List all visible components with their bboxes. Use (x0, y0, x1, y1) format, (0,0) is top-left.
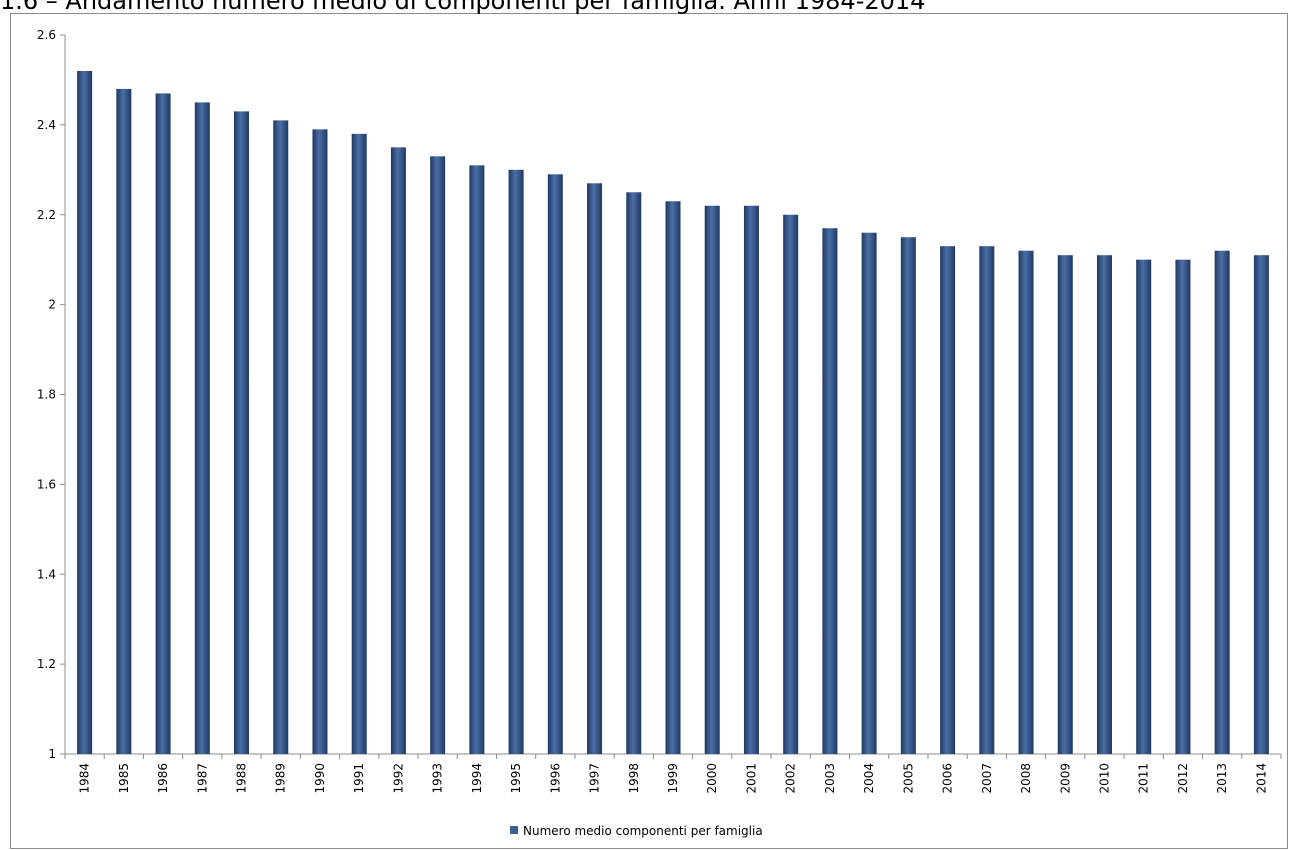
y-tick-label: 1 (48, 747, 56, 761)
x-tick-label: 1992 (391, 763, 405, 794)
bar-2009 (1057, 255, 1073, 754)
bar-2004 (861, 232, 877, 755)
x-tick-label: 1993 (431, 763, 445, 794)
bar-2005 (900, 237, 916, 754)
x-tick-label: 2014 (1254, 763, 1268, 794)
x-tick-label: 1997 (588, 763, 602, 794)
x-tick-label: 1998 (627, 763, 641, 794)
bar-1992 (390, 147, 406, 754)
x-tick-label: 2000 (705, 763, 719, 794)
x-tick-label: 1989 (274, 763, 288, 794)
bar-2010 (1096, 255, 1112, 754)
x-tick-label: 2009 (1058, 763, 1072, 794)
x-tick-label: 2002 (784, 763, 798, 794)
bar-2006 (940, 246, 956, 755)
bar-1987 (194, 102, 210, 754)
x-axis: 1984 1985 1986 1987 1988 1989 1990 1991 1992 1993… (64, 753, 1282, 794)
x-tick-label: 1995 (509, 763, 523, 794)
bar-1993 (430, 156, 446, 755)
x-tick-label: 1984 (78, 763, 92, 794)
bar-2014 (1253, 255, 1269, 754)
bar-1999 (665, 201, 681, 755)
legend-label: Numero medio componenti per famiglia (523, 824, 763, 838)
x-tick-label: 2008 (1019, 763, 1033, 794)
y-tick-label: 1.6 (37, 477, 56, 491)
x-tick-label: 2005 (901, 763, 915, 794)
bar-2008 (1018, 250, 1034, 754)
y-tick-label: 1.8 (37, 388, 56, 402)
x-tick-label: 2001 (744, 763, 758, 794)
bar-1985 (116, 88, 132, 755)
bar-2012 (1175, 259, 1191, 754)
bar-1998 (626, 192, 642, 754)
bar-1996 (547, 174, 563, 754)
y-axis: 1 1.2 1.4 1.6 1.8 2 2.2 2.4 2.6 (37, 28, 66, 761)
chart-area (10, 13, 1288, 849)
y-tick-label: 1.4 (37, 567, 56, 581)
x-tick-label: 1994 (470, 763, 484, 794)
x-tick-label: 2012 (1176, 763, 1190, 794)
bar-2000 (704, 205, 720, 754)
bar-2002 (783, 214, 799, 754)
bar-2007 (979, 246, 995, 755)
x-tick-label: 2011 (1137, 763, 1151, 794)
y-tick-label: 1.2 (37, 657, 56, 671)
x-tick-label: 1988 (235, 763, 249, 794)
y-tick-label: 2.6 (37, 28, 56, 42)
x-tick-label: 1987 (195, 763, 209, 794)
x-tick-label: 1999 (666, 763, 680, 794)
bar-1990 (312, 129, 328, 754)
legend: Numero medio componenti per famiglia (510, 824, 763, 838)
bar-2013 (1214, 250, 1230, 754)
legend-swatch (510, 826, 518, 834)
x-tick-label: 2004 (862, 763, 876, 794)
bar-1991 (351, 133, 367, 755)
bar-1994 (469, 165, 485, 755)
x-tick-label: 2006 (941, 763, 955, 794)
x-tick-label: 1985 (117, 763, 131, 794)
x-tick-label: 1990 (313, 763, 327, 794)
x-tick-label: 1996 (548, 763, 562, 794)
bar-2011 (1136, 259, 1152, 754)
bar-1995 (508, 169, 524, 754)
bar-1986 (155, 93, 171, 754)
y-tick-label: 2.2 (37, 208, 56, 222)
y-tick-label: 2 (48, 298, 56, 312)
bar-1997 (587, 183, 603, 754)
x-tick-label: 2003 (823, 763, 837, 794)
x-tick-label: 2007 (980, 763, 994, 794)
y-tick-label: 2.4 (37, 118, 56, 132)
bar-1984 (77, 70, 93, 754)
x-tick-label: 1991 (352, 763, 366, 794)
bar-2001 (743, 205, 759, 754)
bar-1989 (273, 120, 289, 755)
chart-title: 1.6 – Andamento numero medio di componen… (0, 0, 926, 15)
bar-1988 (234, 111, 250, 755)
bar-2003 (822, 228, 838, 754)
x-tick-label: 2013 (1215, 763, 1229, 794)
bars (77, 70, 1269, 755)
x-tick-label: 2010 (1097, 763, 1111, 794)
x-tick-label: 1986 (156, 763, 170, 794)
